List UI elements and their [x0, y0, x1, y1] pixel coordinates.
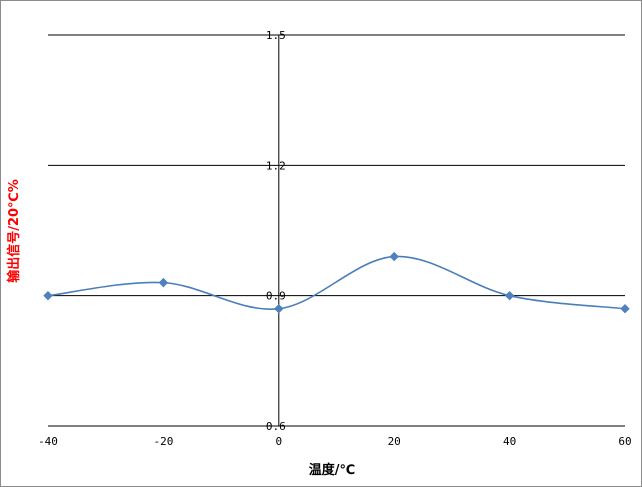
gridlines [48, 34, 625, 427]
y-tick-label: 0.9 [266, 290, 286, 303]
x-tick-label: 60 [618, 435, 631, 448]
x-tick-label: 40 [503, 435, 516, 448]
data-point-marker [158, 277, 169, 288]
y-tick-label: 1.2 [266, 159, 286, 172]
data-point-marker [504, 290, 515, 301]
x-tick-label: -40 [38, 435, 58, 448]
x-tick-labels: -40 -20 0 20 40 60 [38, 435, 632, 448]
y-tick-label: 1.5 [266, 29, 286, 42]
x-axis-title: 温度/℃ [309, 462, 356, 478]
y-axis-title: 输出信号/20℃% [6, 179, 22, 283]
y-tick-labels: 0.6 0.9 1.2 1.5 [266, 29, 286, 433]
x-tick-label: 0 [275, 435, 282, 448]
x-tick-label: -20 [153, 435, 173, 448]
y-tick-label: 0.6 [266, 420, 286, 433]
data-point-marker [389, 251, 399, 262]
series-line-0 [47, 255, 626, 310]
series-group [43, 251, 630, 314]
data-point-marker [274, 303, 284, 314]
data-point-marker [620, 303, 630, 314]
data-point-marker [43, 290, 53, 301]
x-tick-label: 20 [388, 435, 401, 448]
